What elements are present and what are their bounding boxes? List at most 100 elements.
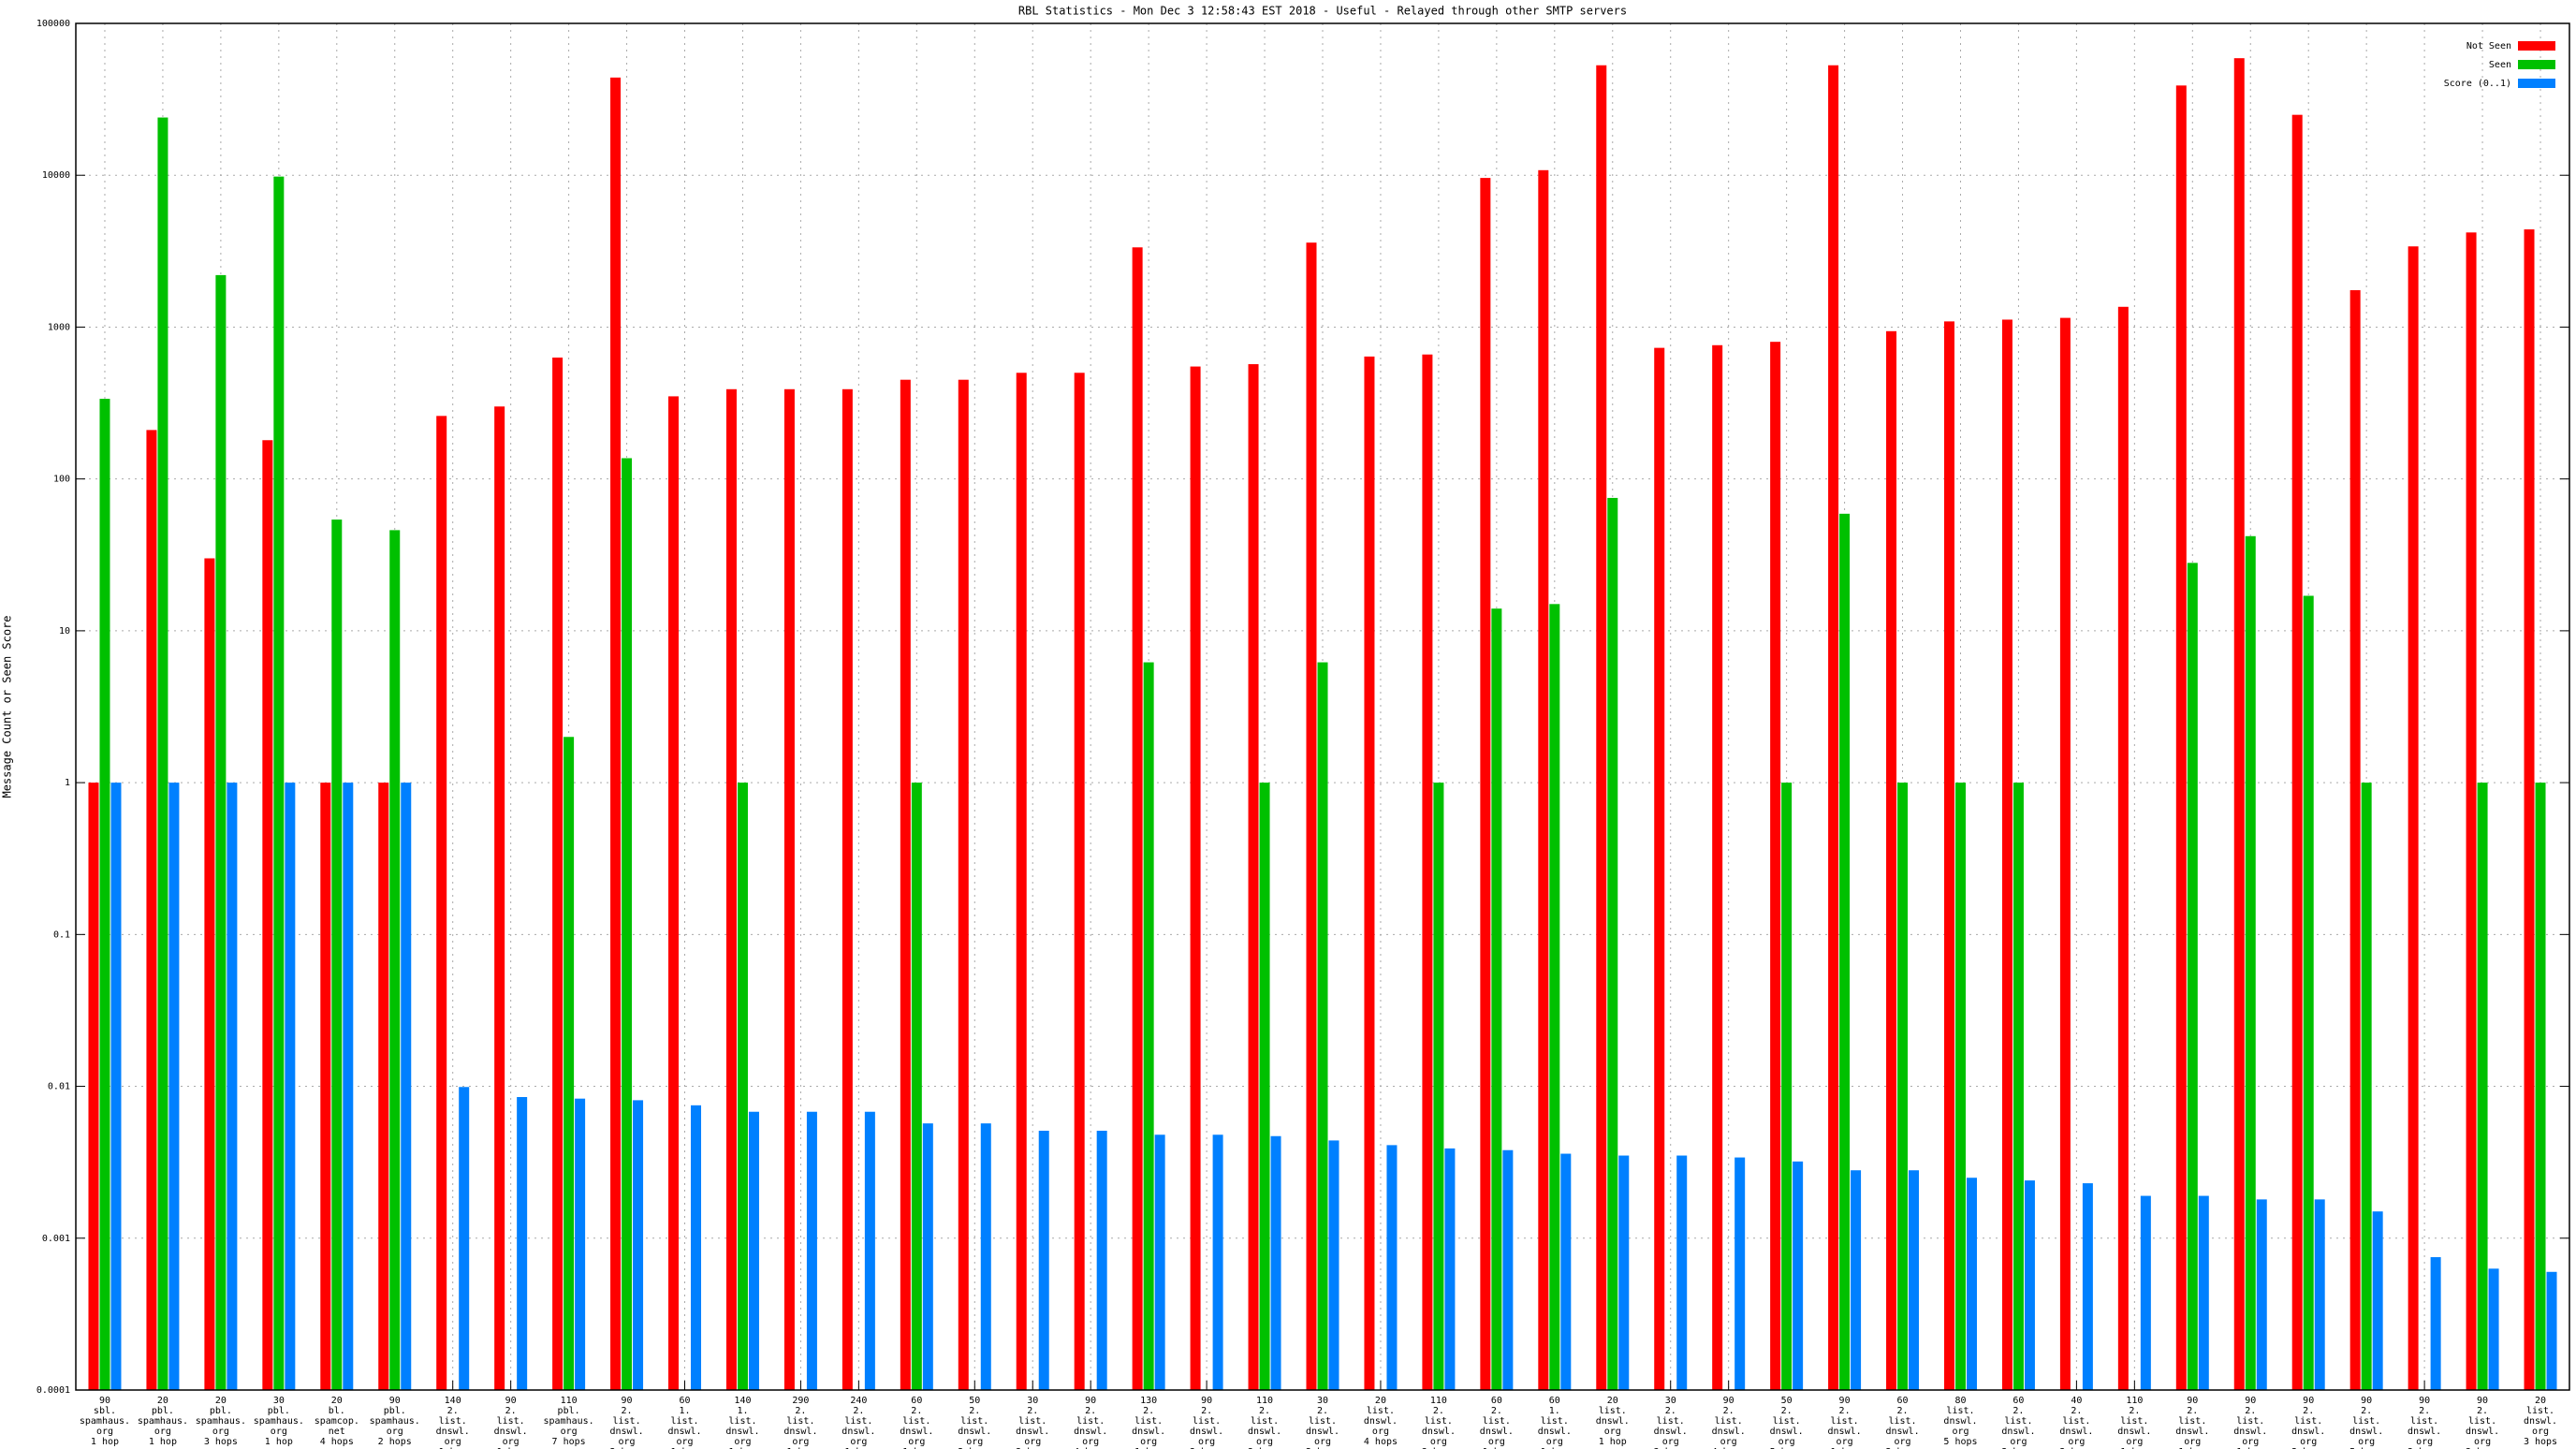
bar — [2535, 783, 2546, 1390]
x-tick-line: dnswl. — [1770, 1427, 1804, 1437]
x-tick-line: 2. — [1317, 1406, 1328, 1416]
bar — [227, 783, 238, 1390]
x-tick-line: 50 — [969, 1396, 980, 1406]
bar — [1143, 662, 1154, 1390]
x-tick-line: 3 hops — [1016, 1447, 1049, 1449]
x-tick-line: org — [850, 1437, 867, 1447]
x-tick-line: dnswl. — [725, 1427, 759, 1437]
x-tick-line: 1 hop — [439, 1447, 467, 1449]
x-tick-line: org — [676, 1437, 693, 1447]
x-tick-line: list. — [1599, 1406, 1627, 1416]
y-tick-label: 1000 — [48, 322, 70, 332]
x-tick-line: dnswl. — [958, 1427, 991, 1437]
x-tick-line: dnswl. — [2233, 1427, 2267, 1437]
x-tick-line: 3 hops — [2408, 1447, 2441, 1449]
x-tick-line: 2. — [2419, 1406, 2430, 1416]
x-tick-line: org — [1604, 1427, 1621, 1437]
x-tick-line: 1 hop — [1134, 1447, 1163, 1449]
x-tick-line: 4 hops — [320, 1437, 354, 1447]
x-tick-line: org — [792, 1437, 809, 1447]
x-tick-line: spamhaus. — [370, 1416, 420, 1427]
x-tick-label: 80 list. dnswl. org 5 hops — [1943, 1396, 1977, 1447]
bar — [1966, 1178, 1977, 1390]
bar — [1712, 344, 1723, 1391]
bar — [1328, 1140, 1339, 1390]
x-tick-line: dnswl. — [1828, 1427, 1862, 1437]
bar — [2233, 58, 2245, 1391]
x-tick-line: 4 hops — [1074, 1447, 1107, 1449]
x-tick-line: dnswl. — [1016, 1427, 1049, 1437]
x-tick-line: 90 — [2419, 1396, 2430, 1406]
x-tick-line: 2. — [1491, 1406, 1502, 1416]
x-tick-line: org — [2068, 1437, 2085, 1447]
x-tick-line: list. — [786, 1416, 814, 1427]
x-tick-line: 3 hops — [2524, 1437, 2557, 1447]
bar — [2430, 1257, 2441, 1390]
x-tick-line: 2. — [622, 1406, 633, 1416]
bar — [1654, 347, 1665, 1391]
bar — [2001, 319, 2012, 1390]
bar — [1538, 169, 1549, 1390]
bar — [2524, 229, 2535, 1390]
x-tick-line: list. — [1888, 1416, 1916, 1427]
x-tick-line: list. — [1946, 1406, 1974, 1416]
x-tick-line: list. — [613, 1416, 641, 1427]
x-tick-line: dnswl. — [2001, 1427, 2035, 1437]
x-tick-line: pbl. — [152, 1406, 174, 1416]
y-tick-label: 100000 — [37, 19, 70, 29]
x-tick-label: 30 pbl. spamhaus. org 1 hop — [254, 1396, 304, 1447]
x-tick-line: 2. — [1259, 1406, 1270, 1416]
x-tick-line: org — [2416, 1437, 2433, 1447]
x-tick-line: 90 — [2187, 1396, 2198, 1406]
x-tick-line: 110 — [561, 1396, 578, 1406]
x-tick-label: 20 pbl. spamhaus. org 3 hops — [196, 1396, 246, 1447]
x-tick-line: list. — [2410, 1416, 2438, 1427]
x-tick-line: 60 — [1491, 1396, 1502, 1406]
bar — [842, 388, 853, 1391]
bar — [737, 783, 748, 1390]
x-tick-line: 1 hop — [844, 1447, 872, 1449]
x-tick-line: list. — [497, 1416, 525, 1427]
x-tick-line: 2. — [2361, 1406, 2372, 1416]
x-tick-line: 2. — [853, 1406, 864, 1416]
bar — [168, 783, 180, 1390]
bar — [1190, 366, 1201, 1391]
x-tick-line: 60 — [911, 1396, 922, 1406]
x-tick-label: 90 sbl. spamhaus. org 1 hop — [80, 1396, 130, 1447]
bar — [331, 520, 343, 1390]
x-tick-line: 60 — [1897, 1396, 1909, 1406]
bar — [2140, 1195, 2151, 1390]
bar — [2408, 246, 2419, 1390]
x-tick-line: net — [329, 1427, 345, 1437]
bar — [1422, 354, 1433, 1391]
bar — [2546, 1271, 2557, 1390]
x-tick-line: 3 hops — [2466, 1447, 2499, 1449]
x-tick-line: org — [1662, 1437, 1679, 1447]
x-tick-line: 2. — [1201, 1406, 1212, 1416]
bar — [1248, 364, 1259, 1390]
plot-frame — [75, 22, 2570, 1391]
x-tick-line: list. — [1831, 1416, 1859, 1427]
bar — [748, 1111, 759, 1390]
x-tick-line: spamhaus. — [254, 1416, 304, 1427]
bar — [1781, 783, 1793, 1390]
bar — [1954, 783, 1966, 1390]
x-tick-line: 2. — [1027, 1406, 1038, 1416]
bar — [204, 558, 215, 1390]
bar — [1364, 356, 1375, 1390]
x-tick-line: 110 — [1430, 1396, 1447, 1406]
bar — [459, 1087, 470, 1390]
y-tick-label: 0.001 — [42, 1234, 70, 1244]
bar — [262, 440, 273, 1390]
x-tick-line: 90 — [2245, 1396, 2256, 1406]
